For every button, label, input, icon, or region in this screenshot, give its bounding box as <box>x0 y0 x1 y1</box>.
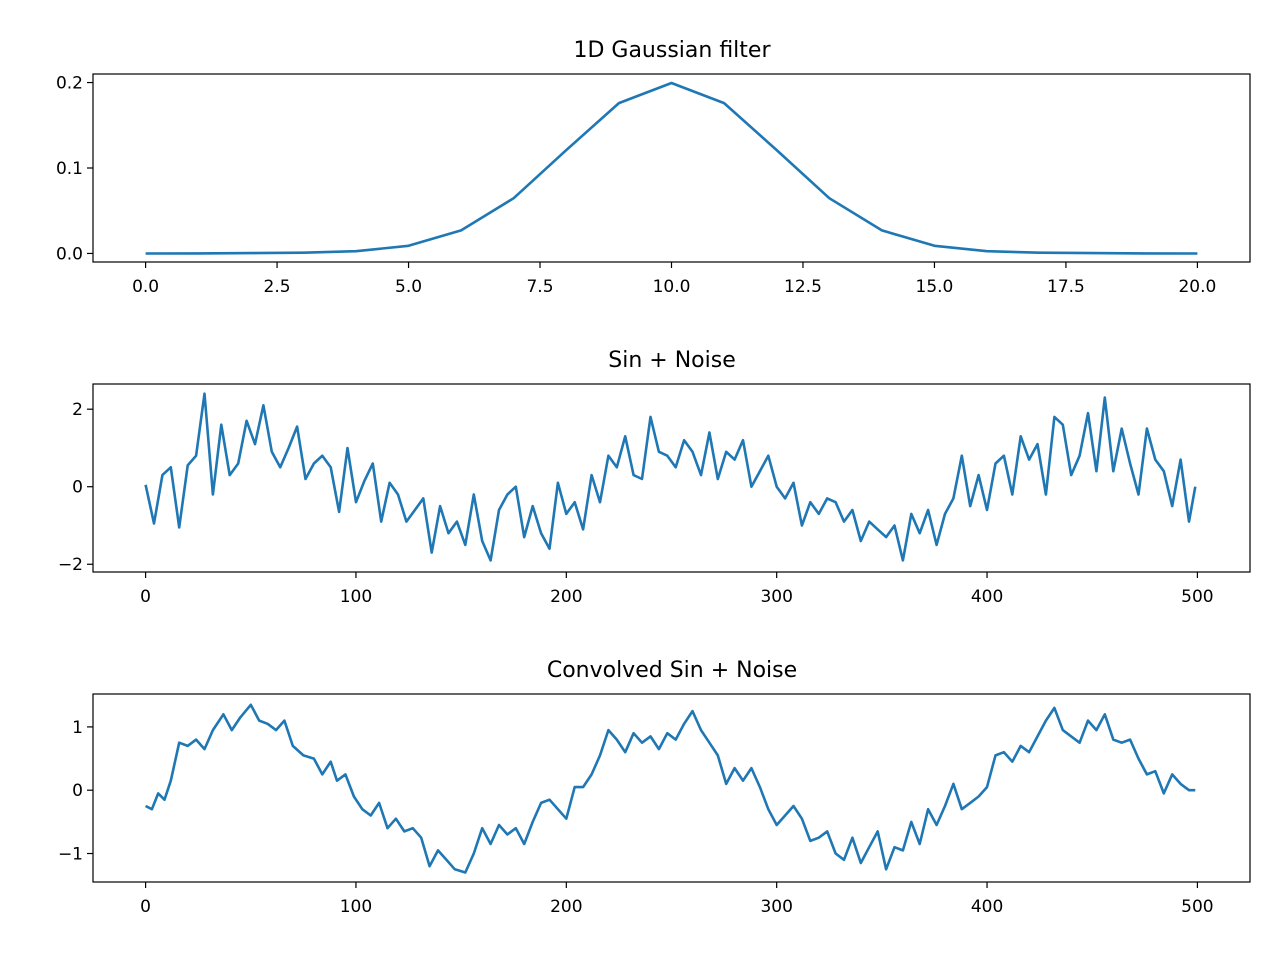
subplot-sin-noise: Sin + Noise −2 0 2 0 100 200 300 400 500 <box>58 348 1251 607</box>
y-tick-label: −2 <box>58 555 83 575</box>
x-tick-label: 400 <box>971 897 1003 917</box>
y-tick-label: 0.0 <box>56 244 83 264</box>
axes-frame <box>92 693 1251 883</box>
x-tick-label: 300 <box>760 897 792 917</box>
x-tick-label: 0 <box>140 587 151 607</box>
y-tick-label: 0.2 <box>56 74 83 94</box>
series-line <box>145 81 1198 255</box>
x-tick-label: 15.0 <box>916 277 954 297</box>
series-line <box>144 392 1197 562</box>
y-tick-labels: 0.0 0.1 0.2 <box>56 74 83 265</box>
x-tick-label: 12.5 <box>784 277 822 297</box>
y-tick-label: 1 <box>72 718 83 738</box>
x-tick-label: 500 <box>1181 587 1213 607</box>
y-tick-label: −1 <box>58 845 83 865</box>
subplot-convolved: Convolved Sin + Noise −1 0 1 0 100 200 3… <box>58 658 1251 917</box>
x-tick-labels: 0 100 200 300 400 500 <box>140 587 1213 607</box>
x-tick-labels: 0 100 200 300 400 500 <box>140 897 1213 917</box>
y-tick-labels: −1 0 1 <box>58 718 83 865</box>
x-tick-label: 0 <box>140 897 151 917</box>
y-tick-label: 2 <box>72 400 83 420</box>
axes-frame <box>92 383 1251 573</box>
y-tick-label: 0.1 <box>56 159 83 179</box>
x-tick-label: 5.0 <box>395 277 422 297</box>
chart-title: 1D Gaussian filter <box>573 38 771 63</box>
x-tick-label: 0.0 <box>132 277 159 297</box>
chart-title: Sin + Noise <box>608 348 735 373</box>
x-tick-label: 10.0 <box>653 277 691 297</box>
series-line <box>145 703 1196 874</box>
x-tick-label: 100 <box>340 897 372 917</box>
chart-title: Convolved Sin + Noise <box>547 658 797 683</box>
x-tick-label: 2.5 <box>264 277 291 297</box>
x-tick-label: 300 <box>760 587 792 607</box>
x-tick-label: 200 <box>550 897 582 917</box>
subplot-gaussian-filter: 1D Gaussian filter 0.0 0.1 0.2 0.0 2.5 5… <box>56 38 1251 297</box>
x-tick-label: 20.0 <box>1178 277 1216 297</box>
x-tick-label: 17.5 <box>1047 277 1085 297</box>
x-tick-label: 100 <box>340 587 372 607</box>
y-tick-labels: −2 0 2 <box>58 400 83 575</box>
x-tick-label: 7.5 <box>526 277 553 297</box>
y-tick-label: 0 <box>72 478 83 498</box>
x-tick-label: 200 <box>550 587 582 607</box>
x-tick-label: 500 <box>1181 897 1213 917</box>
x-tick-labels: 0.0 2.5 5.0 7.5 10.0 12.5 15.0 17.5 20.0 <box>132 277 1216 297</box>
axes-frame <box>92 73 1251 263</box>
x-tick-label: 400 <box>971 587 1003 607</box>
y-tick-label: 0 <box>72 781 83 801</box>
